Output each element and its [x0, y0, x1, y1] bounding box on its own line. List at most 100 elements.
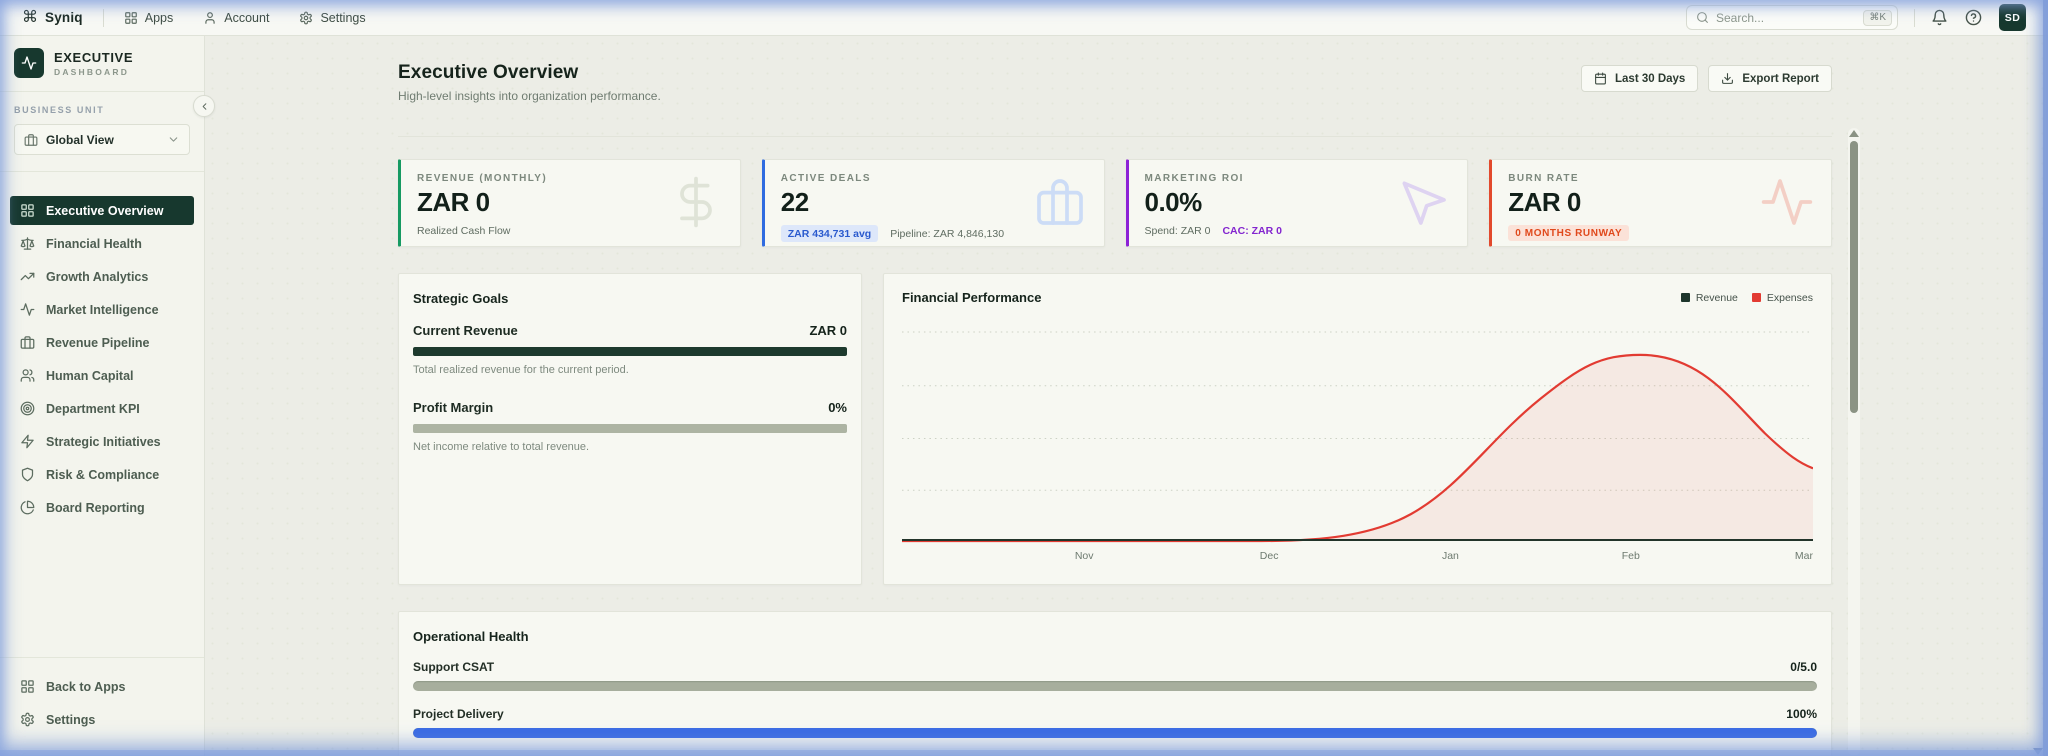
ops-label: Resource Utilization	[413, 754, 528, 756]
progress-fill	[413, 347, 847, 356]
ops-label: Support CSAT	[413, 660, 495, 674]
topnav-item-label: Settings	[320, 10, 366, 25]
scrollbar-thumb[interactable]	[1850, 141, 1858, 413]
topnav-item-label: Account	[224, 10, 270, 25]
search-icon	[1697, 12, 1708, 23]
kpi-value: ZAR 0	[417, 187, 490, 217]
date-range-button[interactable]: Last 30 Days	[1581, 65, 1699, 92]
ops-value: 100%	[1786, 707, 1817, 721]
grid-icon	[21, 680, 34, 693]
date-range-label: Last 30 Days	[1615, 72, 1686, 85]
topnav-item-label: Apps	[144, 10, 174, 25]
briefcase-icon	[20, 336, 35, 349]
strategic-goals-card: Strategic Goals Current Revenue ZAR 0 To…	[398, 273, 862, 585]
progress-bar	[413, 681, 1817, 691]
brand-logo[interactable]: ⌘ Syniq	[22, 8, 83, 26]
search-input[interactable]	[1716, 10, 1857, 25]
vertical-scrollbar[interactable]	[1848, 128, 1860, 756]
sidebar-item-department-kpi[interactable]: Department KPI	[10, 394, 194, 423]
sidebar-item-revenue-pipeline[interactable]: Revenue Pipeline	[10, 328, 194, 357]
kpi-value: 0.0%	[1144, 187, 1203, 217]
sidebar-item-human-capital[interactable]: Human Capital	[10, 361, 194, 390]
goal-row-current-revenue: Current Revenue ZAR 0 Total realized rev…	[413, 323, 847, 376]
legend-item-expenses: Expenses	[1751, 292, 1813, 304]
grid-icon	[124, 11, 137, 24]
sidebar-item-settings[interactable]: Settings	[10, 705, 194, 734]
target-icon	[20, 401, 35, 416]
chart-title: Financial Performance	[902, 290, 1042, 305]
kpi-label: ACTIVE DEALS	[780, 173, 871, 184]
chevron-left-icon	[202, 102, 206, 110]
divider	[102, 8, 104, 27]
kpi-card-burn-rate: BURN RATE ZAR 0 0 MONTHS RUNWAY	[1489, 159, 1832, 247]
business-unit-section: BUSINESS UNIT Global View	[0, 92, 204, 172]
sidebar-item-market-intelligence[interactable]: Market Intelligence	[10, 295, 194, 324]
sidebar-item-executive-overview[interactable]: Executive Overview	[10, 196, 194, 225]
sidebar-item-label: Department KPI	[46, 401, 140, 416]
sidebar-item-strategic-initiatives[interactable]: Strategic Initiatives	[10, 427, 194, 456]
goal-description: Net income relative to total revenue.	[413, 441, 590, 453]
zap-icon	[21, 434, 34, 449]
chevron-down-icon	[169, 137, 178, 142]
kpi-subtext: Realized Cash Flow	[417, 225, 511, 237]
search-box[interactable]: ⌘K	[1686, 5, 1898, 30]
financial-performance-card: Financial Performance Revenue Expenses	[883, 273, 1832, 585]
scroll-up-arrow-icon[interactable]	[1849, 130, 1859, 137]
ops-row-support-csat: Support CSAT 0/5.0	[413, 660, 1817, 691]
ops-label: Project Delivery	[413, 707, 504, 721]
avg-deal-badge: ZAR 434,731 avg	[780, 225, 879, 242]
legend-swatch	[1680, 293, 1690, 302]
sidebar-item-growth-analytics[interactable]: Growth Analytics	[10, 262, 194, 291]
sidebar-item-label: Growth Analytics	[46, 269, 149, 284]
sidebar-app-header: EXECUTIVE DASHBOARD	[0, 36, 204, 92]
kpi-card-active-deals: ACTIVE DEALS 22 ZAR 434,731 avg Pipeline…	[761, 159, 1105, 247]
mouse-pointer-icon	[1395, 174, 1451, 230]
sidebar-collapse-button[interactable]	[193, 95, 215, 117]
main-content: Executive Overview High-level insights i…	[205, 36, 2048, 756]
sidebar-footer: Back to Apps Settings	[0, 657, 204, 756]
sidebar-item-label: Back to Apps	[46, 679, 126, 694]
operational-health-card: Operational Health Support CSAT 0/5.0 Pr…	[398, 611, 1832, 756]
sidebar-item-financial-health[interactable]: Financial Health	[10, 229, 194, 258]
sidebar-item-risk-compliance[interactable]: Risk & Compliance	[10, 460, 194, 489]
sidebar-item-label: Strategic Initiatives	[46, 434, 161, 449]
topnav-item-apps[interactable]: Apps	[124, 10, 174, 25]
kpi-row: REVENUE (MONTHLY) ZAR 0 Realized Cash Fl…	[398, 159, 1832, 247]
users-icon	[20, 369, 35, 382]
ops-row-project-delivery: Project Delivery 100%	[413, 707, 1817, 738]
progress-bar	[413, 728, 1817, 738]
topnav-item-account[interactable]: Account	[203, 11, 269, 25]
app-logo-tile	[14, 48, 44, 78]
sidebar-item-back-to-apps[interactable]: Back to Apps	[10, 672, 194, 701]
calendar-icon	[1595, 72, 1606, 85]
avatar[interactable]: SD	[1999, 4, 2026, 31]
command-icon: ⌘	[22, 8, 38, 26]
goal-label: Current Revenue	[413, 323, 518, 338]
dollar-sign-icon	[668, 174, 724, 230]
progress-fill	[413, 728, 1817, 738]
export-report-button[interactable]: Export Report	[1708, 65, 1832, 92]
business-unit-label: BUSINESS UNIT	[14, 105, 105, 115]
kpi-cac-text: CAC: ZAR 0	[1222, 225, 1282, 237]
user-icon	[205, 11, 215, 24]
ops-row-resource-utilization: Resource Utilization 0%	[413, 754, 1817, 756]
ops-value: 0/5.0	[1790, 660, 1817, 674]
legend-label: Revenue	[1695, 291, 1738, 304]
page-subtitle: High-level insights into organization pe…	[398, 89, 661, 103]
kpi-value: 22	[780, 187, 809, 217]
card-title: Strategic Goals	[413, 291, 509, 306]
business-unit-select[interactable]: Global View	[14, 124, 190, 155]
topnav-item-settings[interactable]: Settings	[299, 10, 366, 25]
legend-swatch	[1751, 293, 1761, 302]
sidebar-item-label: Financial Health	[46, 236, 142, 251]
scroll-down-arrow-icon[interactable]	[2033, 748, 2043, 755]
bell-icon	[1932, 9, 1947, 25]
notifications-button[interactable]	[1931, 9, 1949, 27]
business-unit-value: Global View	[46, 132, 114, 147]
progress-bar	[413, 424, 847, 433]
sidebar-item-board-reporting[interactable]: Board Reporting	[10, 493, 194, 522]
help-button[interactable]	[1965, 9, 1983, 27]
shield-icon	[21, 467, 34, 482]
app-name-line2: DASHBOARD	[54, 66, 130, 77]
pie-chart-icon	[20, 500, 35, 515]
